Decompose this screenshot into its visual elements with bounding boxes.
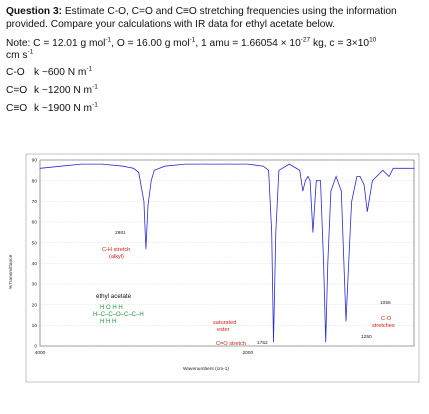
peak-label-1055: 1055	[380, 300, 391, 306]
data-point	[122, 165, 124, 167]
data-point	[205, 163, 207, 165]
data-point	[330, 190, 332, 192]
y-tick-label: 40	[32, 261, 38, 267]
y-tick-label: 30	[32, 282, 38, 288]
data-point	[226, 163, 228, 165]
data-point	[138, 172, 140, 173]
data-point	[81, 163, 82, 165]
data-point	[278, 169, 280, 171]
grid	[40, 159, 414, 347]
x-ticks: 4000 2000	[35, 350, 254, 356]
y-tick-label: 70	[32, 199, 38, 205]
y-tick-label: 10	[32, 323, 38, 329]
data-point	[335, 176, 337, 177]
data-point	[413, 167, 415, 169]
data-point	[323, 262, 324, 264]
x-axis-label: Wavenumbers (cm-1)	[183, 366, 229, 372]
co-stretches-sub: stretches	[372, 323, 395, 329]
data-point	[327, 262, 329, 264]
data-point	[345, 320, 347, 322]
data-point	[299, 169, 301, 171]
data-point	[39, 167, 41, 169]
data-point	[147, 205, 149, 206]
data-point	[350, 221, 351, 223]
plot-frame	[25, 153, 420, 383]
molecule-line-1: H O H H	[100, 305, 123, 311]
question-body: Estimate C-O, C=O and C≡O stretching fre…	[6, 6, 397, 30]
note-text: Note: C = 12.01 g mol-1, O = 16.00 g mol…	[6, 36, 377, 61]
data-point	[271, 231, 273, 233]
data-point	[315, 180, 317, 182]
data-point	[392, 167, 394, 169]
peak-label-2981: 2981	[115, 230, 126, 236]
y-tick-label: 50	[32, 240, 38, 246]
data-point	[320, 180, 321, 182]
data-point	[150, 180, 152, 182]
data-point	[359, 176, 361, 177]
data-point	[273, 341, 274, 343]
data-point	[305, 180, 306, 182]
data-point	[143, 200, 145, 202]
data-point	[363, 184, 365, 186]
force-constant-c-triple-o: C≡O k ~1900 N m-1	[6, 101, 98, 114]
data-point	[288, 163, 290, 165]
data-point	[185, 163, 186, 165]
molecule-line-3: H H H	[100, 319, 116, 325]
y-axis-label: %Transmittance	[8, 254, 14, 289]
saturated-label: saturated	[213, 320, 236, 326]
data-point	[101, 163, 103, 165]
data-point	[307, 176, 309, 177]
data-point	[351, 200, 353, 202]
data-point	[302, 190, 304, 192]
compound-name: ethyl acetate	[96, 293, 132, 300]
question-label: Question 3:	[6, 6, 63, 17]
data-point	[268, 169, 269, 171]
data-point	[133, 167, 134, 169]
y-tick-label: 20	[32, 302, 38, 308]
data-point	[340, 190, 342, 192]
data-point	[372, 180, 373, 182]
data-point	[309, 180, 311, 182]
y-tick-label: 0	[34, 344, 37, 350]
data-point	[263, 165, 264, 167]
data-point	[247, 163, 249, 165]
data-point	[325, 341, 327, 343]
data-point	[356, 176, 358, 177]
ester-label: ester	[217, 327, 230, 333]
y-tick-label: 80	[32, 178, 38, 184]
data-point	[145, 248, 147, 250]
molecule-line-2: H–C–C–O–C–C–H	[93, 312, 144, 318]
data-point	[382, 169, 384, 171]
ch-stretch-sub: (alkyl)	[109, 254, 124, 260]
y-ticks: 0 10 20 30 40 50 60 70 80 90	[32, 158, 38, 350]
data-point	[60, 165, 62, 167]
co-stretches-label: C-O	[381, 316, 392, 322]
force-constant-c-double-o: C=O k ~1200 N m-1	[6, 83, 98, 96]
x-tick-label: 2000	[242, 350, 253, 356]
spectrum-points	[39, 163, 415, 343]
question-text: Question 3: Estimate C-O, C=O and C≡O st…	[6, 6, 424, 31]
ch-stretch-label: C-H stretch	[102, 247, 130, 253]
co-double-stretch-label: C=O stretch	[216, 341, 246, 347]
data-point	[403, 167, 404, 169]
y-tick-label: 90	[32, 158, 38, 164]
data-point	[164, 165, 166, 167]
data-point	[312, 231, 314, 233]
plot-area	[39, 159, 415, 347]
force-constant-co: C-O k ~600 N m-1	[6, 65, 93, 78]
data-point	[388, 176, 390, 177]
y-tick-label: 60	[32, 220, 38, 226]
x-tick-label: 4000	[35, 350, 46, 356]
peak-label-1250: 1250	[361, 334, 372, 340]
peak-label-1752: 1752	[257, 340, 268, 346]
data-point	[275, 231, 277, 233]
data-point	[153, 169, 155, 171]
data-point	[366, 211, 368, 213]
